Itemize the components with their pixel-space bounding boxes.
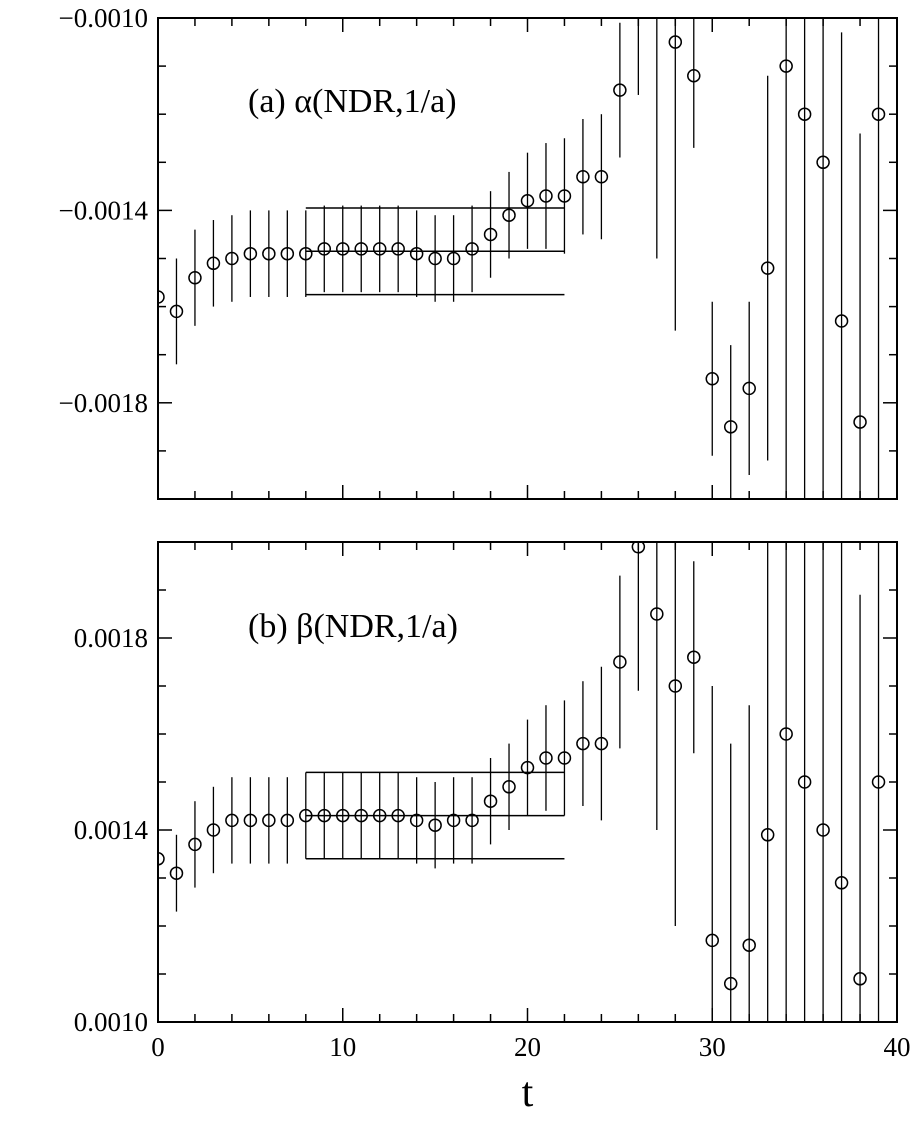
y-tick-label: −0.0010 — [59, 3, 148, 33]
data-point — [576, 169, 590, 184]
data-point — [280, 813, 295, 828]
data-point — [613, 655, 627, 669]
y-tick-label: 0.0014 — [74, 815, 149, 845]
data-point — [446, 251, 461, 266]
data-point — [539, 751, 553, 765]
data-point — [502, 780, 516, 794]
data-point — [446, 813, 461, 828]
data-point — [797, 775, 812, 789]
data-point — [853, 415, 867, 429]
data-point — [613, 83, 627, 97]
y-tick-label: 0.0018 — [74, 623, 148, 653]
data-point — [483, 794, 498, 808]
data-point — [520, 760, 535, 775]
panel-label: (a) α(NDR,1/a) — [248, 83, 457, 120]
data-point — [723, 420, 738, 434]
data-point — [169, 866, 184, 880]
data-point — [317, 808, 332, 823]
data-point — [336, 808, 350, 823]
data-point — [539, 189, 553, 203]
data-point — [280, 246, 295, 261]
data-point — [483, 227, 498, 242]
data-point — [243, 246, 258, 261]
data-point — [742, 938, 756, 952]
data-point — [372, 808, 387, 823]
panel-b: 0.0010 0.0014 0.0018 0 10 20 30 40 t (b) β(NDR,1/… — [74, 541, 911, 1116]
data-point — [816, 155, 830, 170]
data-point — [723, 976, 738, 991]
data-point — [650, 607, 664, 621]
data-point — [742, 381, 756, 396]
data-point — [206, 256, 221, 271]
x-tick-label: 20 — [514, 1032, 541, 1062]
x-axis-label: t — [522, 1070, 534, 1116]
data-point — [391, 242, 405, 256]
data-point — [834, 876, 849, 890]
x-tick-label: 30 — [699, 1032, 726, 1062]
data-point — [853, 972, 867, 986]
data-point — [668, 35, 683, 49]
data-point — [687, 650, 701, 664]
data-point — [779, 727, 793, 741]
data-point — [169, 304, 184, 319]
data-point — [206, 823, 221, 837]
data-point — [760, 261, 775, 275]
data-point — [409, 246, 424, 261]
data-point — [225, 813, 239, 828]
data-point — [871, 107, 886, 121]
data-point — [465, 813, 479, 828]
data-point — [797, 107, 812, 121]
data-point — [834, 314, 849, 328]
data-point — [779, 59, 793, 73]
data-point — [557, 751, 572, 765]
data-point — [354, 808, 368, 823]
data-point — [502, 208, 516, 222]
data-point — [188, 270, 202, 285]
data-point — [243, 813, 258, 828]
data-point — [225, 251, 239, 266]
data-point — [336, 242, 350, 256]
data-point — [188, 837, 202, 852]
data-point — [354, 242, 368, 256]
x-tick-label: 10 — [329, 1032, 356, 1062]
data-point — [391, 808, 405, 823]
data-point — [372, 242, 387, 256]
x-tick-label: 0 — [151, 1032, 165, 1062]
data-point — [594, 169, 609, 184]
data-point — [594, 736, 609, 751]
data-point — [760, 828, 775, 842]
data-point — [158, 852, 165, 866]
data-point — [428, 251, 442, 266]
data-point — [668, 679, 683, 693]
data-point — [158, 290, 165, 304]
data-point — [262, 246, 276, 261]
data-point — [871, 775, 886, 789]
x-tick-label: 40 — [884, 1032, 911, 1062]
data-point — [631, 542, 646, 554]
data-point — [705, 933, 719, 948]
data-point — [465, 242, 479, 256]
y-tick-label: −0.0018 — [59, 388, 148, 418]
data-point — [317, 242, 332, 256]
data-point — [520, 194, 535, 208]
data-point — [299, 246, 313, 261]
panel-a: −0.0018 −0.0014 −0.0010 (a) α(NDR,1/a) — [59, 3, 898, 500]
y-tick-label: −0.0014 — [59, 195, 149, 225]
data-point — [576, 736, 590, 751]
data-point — [557, 189, 572, 203]
data-point — [299, 808, 313, 823]
data-point — [428, 818, 442, 832]
data-point — [409, 813, 424, 828]
data-point — [705, 372, 719, 386]
panel-label: (b) β(NDR,1/a) — [248, 608, 458, 645]
data-point — [262, 813, 276, 828]
data-point — [816, 823, 830, 837]
data-point — [687, 68, 701, 83]
y-tick-label: 0.0010 — [74, 1007, 148, 1037]
